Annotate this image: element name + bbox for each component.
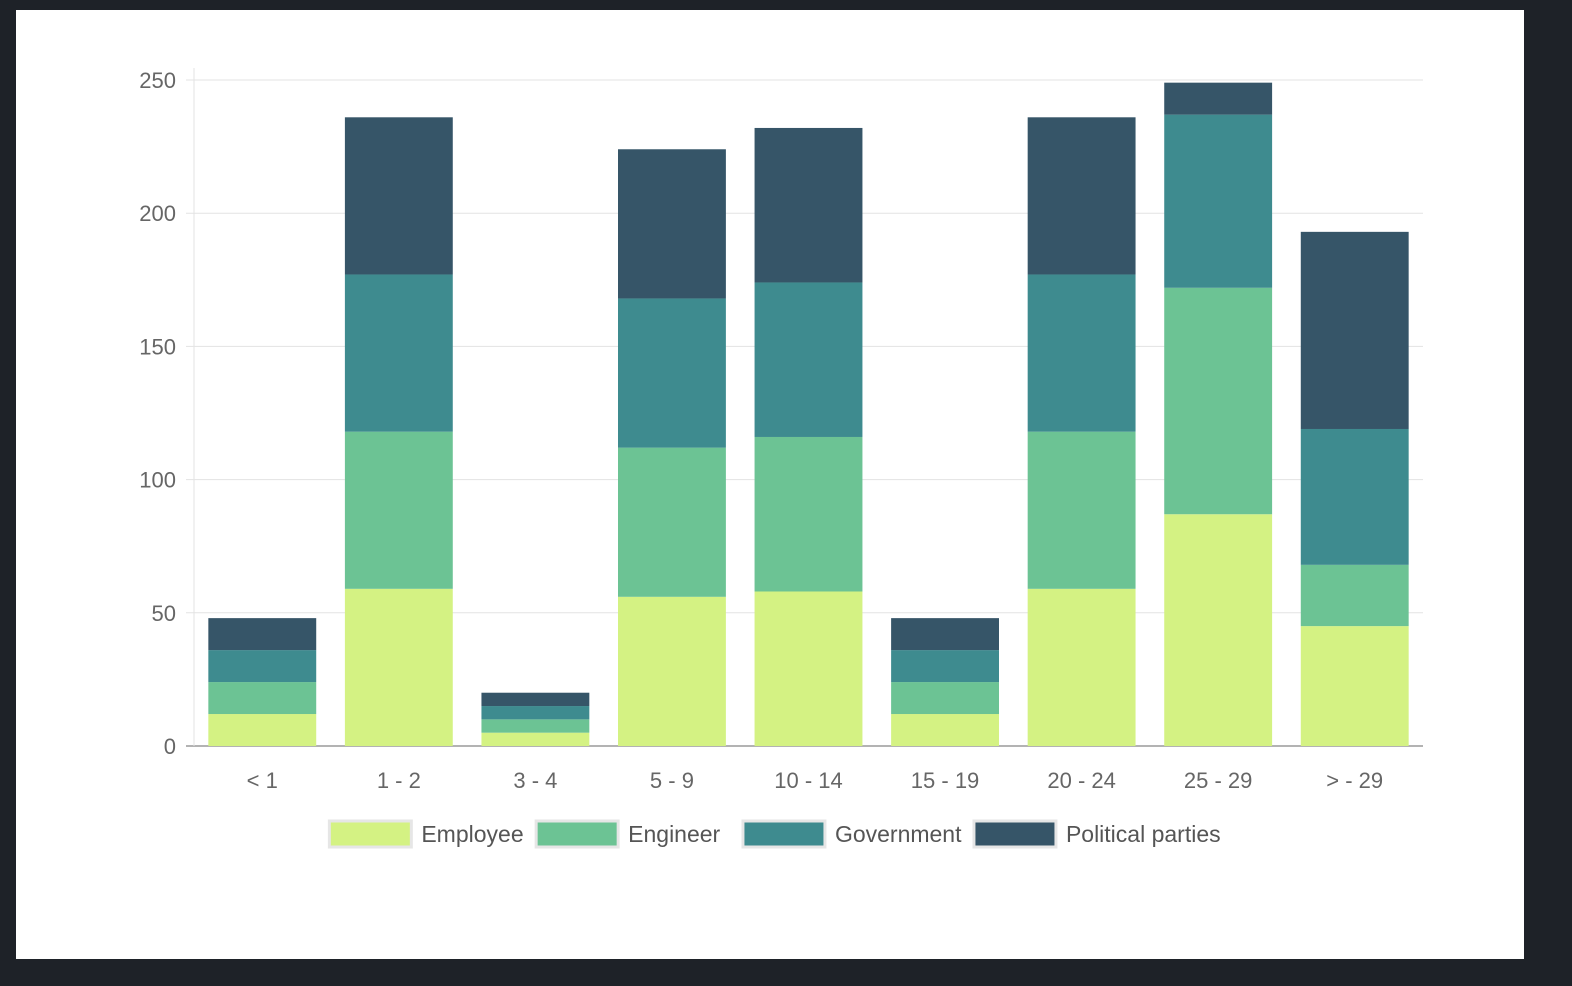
- y-tick-label: 100: [139, 468, 176, 493]
- bar-segment[interactable]: [208, 650, 317, 683]
- x-tick-label: > - 29: [1326, 768, 1383, 793]
- legend-label: Engineer: [628, 821, 720, 847]
- bar-segment[interactable]: [754, 436, 863, 592]
- bars: [208, 82, 1409, 746]
- bar-segment[interactable]: [1027, 274, 1136, 432]
- bar-segment[interactable]: [1027, 431, 1136, 589]
- bar-segment[interactable]: [1164, 514, 1273, 746]
- y-tick-label: 150: [139, 334, 176, 359]
- bar-segment[interactable]: [618, 447, 726, 597]
- bar-segment[interactable]: [481, 706, 590, 720]
- x-tick-label: < 1: [247, 768, 278, 793]
- bar-segment[interactable]: [481, 719, 590, 733]
- x-tick-label: 3 - 4: [513, 768, 557, 793]
- bar-segment[interactable]: [618, 298, 726, 448]
- bar-segment[interactable]: [481, 692, 590, 707]
- bar-segment[interactable]: [1300, 231, 1409, 429]
- legend-label: Political parties: [1066, 821, 1221, 847]
- bar-segment[interactable]: [1164, 114, 1273, 288]
- bar-segment[interactable]: [208, 714, 317, 746]
- x-axis-ticks: < 1 1 - 2 3 - 4 5 - 9 10 - 14 15 - 19 20 - 24 2…: [247, 768, 1383, 793]
- bar-segment[interactable]: [344, 274, 453, 432]
- bar-segment[interactable]: [754, 127, 863, 283]
- y-tick-label: 250: [139, 68, 176, 93]
- bar-segment[interactable]: [344, 431, 453, 589]
- bar-segment[interactable]: [618, 596, 726, 746]
- x-tick-label: 15 - 19: [911, 768, 980, 793]
- bar-segment[interactable]: [891, 650, 999, 683]
- x-tick-label: 1 - 2: [377, 768, 421, 793]
- chart-card: 0 50 100 150 200 250 < 1 1 - 2 3 - 4 5 - 9 10 - 1…: [16, 10, 1524, 959]
- bar-segment[interactable]: [754, 591, 863, 746]
- x-tick-label: 25 - 29: [1184, 768, 1253, 793]
- bar-segment[interactable]: [208, 682, 317, 715]
- legend-item[interactable]: Government: [741, 819, 962, 849]
- x-tick-label: 10 - 14: [774, 768, 843, 793]
- bar-segment[interactable]: [1164, 287, 1273, 515]
- legend-swatch: [327, 819, 413, 849]
- bar-segment[interactable]: [1300, 626, 1409, 746]
- y-tick-label: 200: [139, 201, 176, 226]
- bar-segment[interactable]: [344, 117, 453, 275]
- bar-segment[interactable]: [891, 714, 999, 746]
- bar-segment[interactable]: [1027, 117, 1136, 275]
- bar-segment[interactable]: [481, 732, 590, 746]
- legend-swatch: [972, 819, 1058, 849]
- bar-segment[interactable]: [618, 149, 726, 299]
- legend-label: Government: [835, 821, 962, 847]
- legend-swatch: [741, 819, 827, 849]
- bar-segment[interactable]: [754, 282, 863, 437]
- legend-item[interactable]: Employee: [327, 819, 524, 849]
- bar-segment[interactable]: [1300, 428, 1409, 565]
- bar-segment[interactable]: [891, 618, 999, 651]
- bar-segment[interactable]: [208, 618, 317, 651]
- y-axis-ticks: 0 50 100 150 200 250: [139, 68, 176, 759]
- x-tick-label: 20 - 24: [1047, 768, 1116, 793]
- bar-segment[interactable]: [1164, 82, 1273, 115]
- legend-item[interactable]: Engineer: [534, 819, 721, 849]
- legend-swatch: [534, 819, 620, 849]
- bar-segment[interactable]: [344, 588, 453, 746]
- y-tick-label: 0: [164, 734, 176, 759]
- legend-label: Employee: [421, 821, 523, 847]
- bar-segment[interactable]: [891, 682, 999, 715]
- stacked-bar-chart: 0 50 100 150 200 250 < 1 1 - 2 3 - 4 5 - 9 10 - 1…: [139, 68, 1423, 849]
- bar-segment[interactable]: [1027, 588, 1136, 746]
- x-tick-label: 5 - 9: [650, 768, 694, 793]
- y-tick-label: 50: [152, 601, 176, 626]
- bar-segment[interactable]: [1300, 564, 1409, 627]
- legend[interactable]: Employee Engineer Government Political part…: [327, 819, 1221, 849]
- legend-item[interactable]: Political parties: [972, 819, 1221, 849]
